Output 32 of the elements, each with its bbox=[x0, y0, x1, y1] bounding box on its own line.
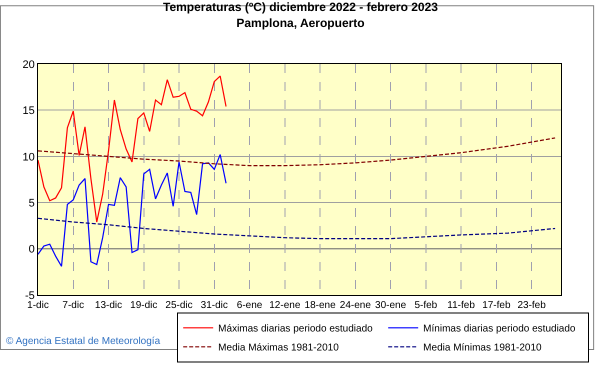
x-tick-label: 30-ene bbox=[375, 300, 407, 311]
x-tick-label: 19-dic bbox=[130, 300, 158, 311]
x-tick-label: 31-dic bbox=[200, 300, 228, 311]
chart-title: Temperaturas (ºC) diciembre 2022 - febrero 2023 bbox=[163, 0, 438, 14]
legend-label: Mínimas diarias periodo estudiado bbox=[423, 324, 576, 335]
x-tick-label: 5-feb bbox=[414, 300, 438, 311]
legend-label: Máximas diarias periodo estudiado bbox=[218, 324, 374, 335]
x-tick-label: 23-feb bbox=[517, 300, 546, 311]
x-tick-label: 1-dic bbox=[27, 300, 49, 311]
y-tick-label: 5 bbox=[28, 197, 35, 210]
y-tick-label: 10 bbox=[22, 151, 35, 164]
legend-label: Media Mínimas 1981-2010 bbox=[423, 342, 542, 354]
x-tick-label: 11-feb bbox=[447, 300, 476, 311]
y-tick-label: 20 bbox=[22, 58, 35, 71]
chart-subtitle: Pamplona, Aeropuerto bbox=[236, 16, 365, 30]
y-tick-label: 0 bbox=[28, 244, 35, 256]
x-tick-label: 17-feb bbox=[482, 300, 511, 311]
x-tick-label: 7-dic bbox=[62, 300, 84, 311]
x-tick-label: 24-ene bbox=[340, 300, 372, 311]
x-tick-label: 6-ene bbox=[236, 300, 263, 311]
x-tick-label: 13-dic bbox=[94, 300, 122, 311]
y-tick-label: 15 bbox=[22, 105, 35, 118]
text: © Agencia Estatal de Meteorología bbox=[6, 336, 161, 347]
line-series bbox=[38, 75, 227, 223]
line-series bbox=[38, 218, 556, 240]
x-tick-label: 18-ene bbox=[304, 300, 336, 311]
x-tick-label: 25-dic bbox=[165, 300, 193, 311]
y-tick-label: -5 bbox=[25, 290, 35, 302]
line-series bbox=[38, 137, 556, 166]
x-tick-label: 12-ene bbox=[269, 300, 301, 311]
legend-label: Media Máximas 1981-2010 bbox=[218, 342, 340, 354]
line-series bbox=[38, 154, 227, 267]
